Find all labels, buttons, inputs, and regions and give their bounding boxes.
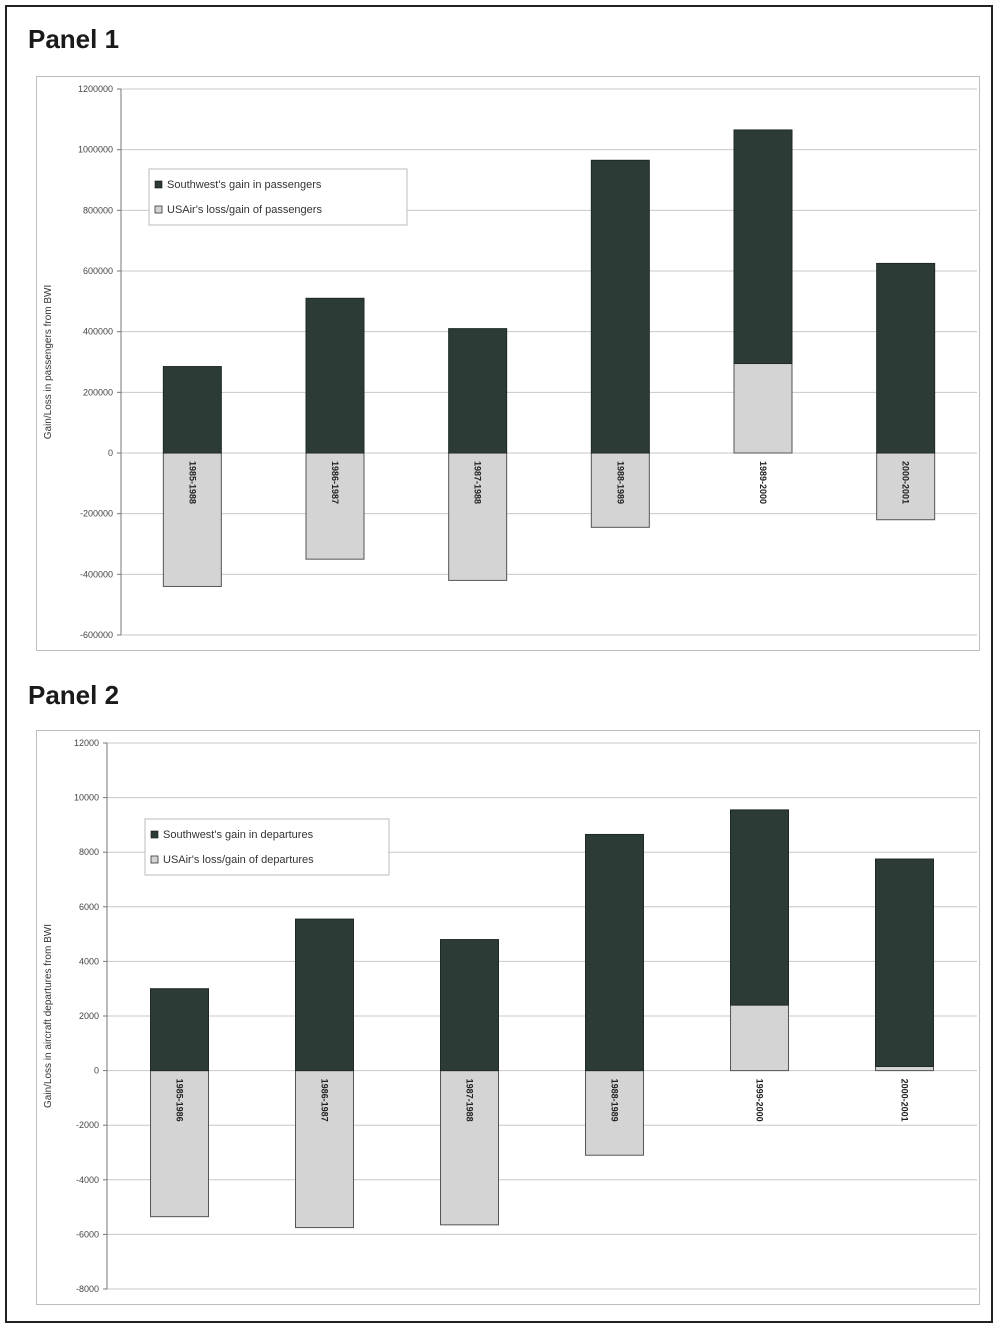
y-tick-label: 10000 bbox=[74, 793, 99, 803]
panel-1-chart-svg: -600000 -400000 -200000 0 200000 400000 600000… bbox=[43, 84, 977, 640]
y-tick-label: -200000 bbox=[80, 509, 113, 519]
y-tick-label: 600000 bbox=[83, 266, 113, 276]
bar-usair bbox=[295, 1070, 354, 1229]
y-tick-label: 12000 bbox=[74, 738, 99, 748]
bar-southwest bbox=[305, 297, 365, 454]
panel-1-chart: -600000 -400000 -200000 0 200000 400000 600000… bbox=[36, 76, 980, 651]
legend-swatch-southwest bbox=[150, 830, 159, 839]
y-tick-label: 6000 bbox=[79, 902, 99, 912]
legend-swatch-usair bbox=[150, 855, 159, 864]
category-label: 1986-1987 bbox=[330, 461, 340, 504]
bar-usair bbox=[590, 452, 650, 528]
y-tick-label: -600000 bbox=[80, 630, 113, 640]
bar-southwest bbox=[590, 159, 650, 454]
y-tick-label: 1200000 bbox=[78, 84, 113, 94]
bar-southwest bbox=[440, 939, 499, 1072]
bar-usair bbox=[150, 1070, 209, 1218]
panel-2-chart: -8000 -6000 -4000 -2000 0 2000 4000 6000 8000 100… bbox=[36, 730, 980, 1305]
y-tick-label: 2000 bbox=[79, 1011, 99, 1021]
panel-2-chart-svg: -8000 -6000 -4000 -2000 0 2000 4000 6000 8000 100… bbox=[43, 738, 977, 1294]
category-label: 1988-1989 bbox=[610, 1079, 620, 1122]
category-label: 1989-2000 bbox=[758, 461, 768, 504]
bar-usair bbox=[875, 1066, 934, 1072]
legend-box bbox=[144, 818, 390, 876]
y-axis-label: Gain/Loss in aircraft departures from BW… bbox=[43, 924, 54, 1108]
category-label: 2000-2001 bbox=[900, 1079, 910, 1122]
y-tick-label: -8000 bbox=[76, 1284, 99, 1294]
legend-label-usair: USAir's loss/gain of passengers bbox=[167, 204, 322, 216]
y-tick-label: -6000 bbox=[76, 1229, 99, 1239]
legend-label-usair: USAir's loss/gain of departures bbox=[163, 854, 314, 866]
bar-usair bbox=[440, 1070, 499, 1226]
y-tick-label: 0 bbox=[94, 1066, 99, 1076]
category-label: 1985-1986 bbox=[175, 1079, 185, 1122]
category-label: 1999-2000 bbox=[755, 1079, 765, 1122]
y-tick-label: -400000 bbox=[80, 569, 113, 579]
bar-southwest bbox=[875, 858, 934, 1068]
bar-usair bbox=[876, 452, 936, 521]
bar-usair bbox=[585, 1070, 644, 1156]
bar-southwest bbox=[162, 366, 222, 454]
legend-swatch-southwest bbox=[154, 180, 163, 189]
panel-2-title: Panel 2 bbox=[28, 680, 120, 710]
bar-southwest bbox=[730, 809, 789, 1006]
y-tick-label: -4000 bbox=[76, 1175, 99, 1185]
category-label: 1987-1988 bbox=[465, 1079, 475, 1122]
bar-southwest bbox=[876, 262, 936, 454]
category-label: 1988-1989 bbox=[615, 461, 625, 504]
category-label: 1986-1987 bbox=[320, 1079, 330, 1122]
y-tick-label: 4000 bbox=[79, 956, 99, 966]
y-tick-label: 200000 bbox=[83, 387, 113, 397]
category-label: 1987-1988 bbox=[473, 461, 483, 504]
panel-1-title: Panel 1 bbox=[28, 24, 120, 54]
y-axis-label: Gain/Loss in passengers from BWI bbox=[43, 285, 54, 440]
legend-label-southwest: Southwest's gain in departures bbox=[163, 829, 314, 841]
bar-usair bbox=[733, 363, 793, 454]
bar-southwest bbox=[295, 918, 354, 1072]
category-label: 1985-1988 bbox=[187, 461, 197, 504]
legend-box bbox=[148, 168, 408, 226]
y-tick-label: 400000 bbox=[83, 327, 113, 337]
y-tick-label: 800000 bbox=[83, 205, 113, 215]
legend-swatch-usair bbox=[154, 205, 163, 214]
legend-label-southwest: Southwest's gain in passengers bbox=[167, 179, 322, 191]
bar-southwest bbox=[585, 833, 644, 1072]
bar-southwest bbox=[448, 328, 508, 454]
y-tick-label: 0 bbox=[108, 448, 113, 458]
y-tick-label: -2000 bbox=[76, 1120, 99, 1130]
y-tick-label: 8000 bbox=[79, 847, 99, 857]
bar-southwest bbox=[150, 988, 209, 1072]
bar-southwest bbox=[733, 129, 793, 365]
category-label: 2000-2001 bbox=[901, 461, 911, 504]
bar-usair bbox=[730, 1004, 789, 1072]
y-tick-label: 1000000 bbox=[78, 145, 113, 155]
bar-usair bbox=[162, 452, 222, 587]
